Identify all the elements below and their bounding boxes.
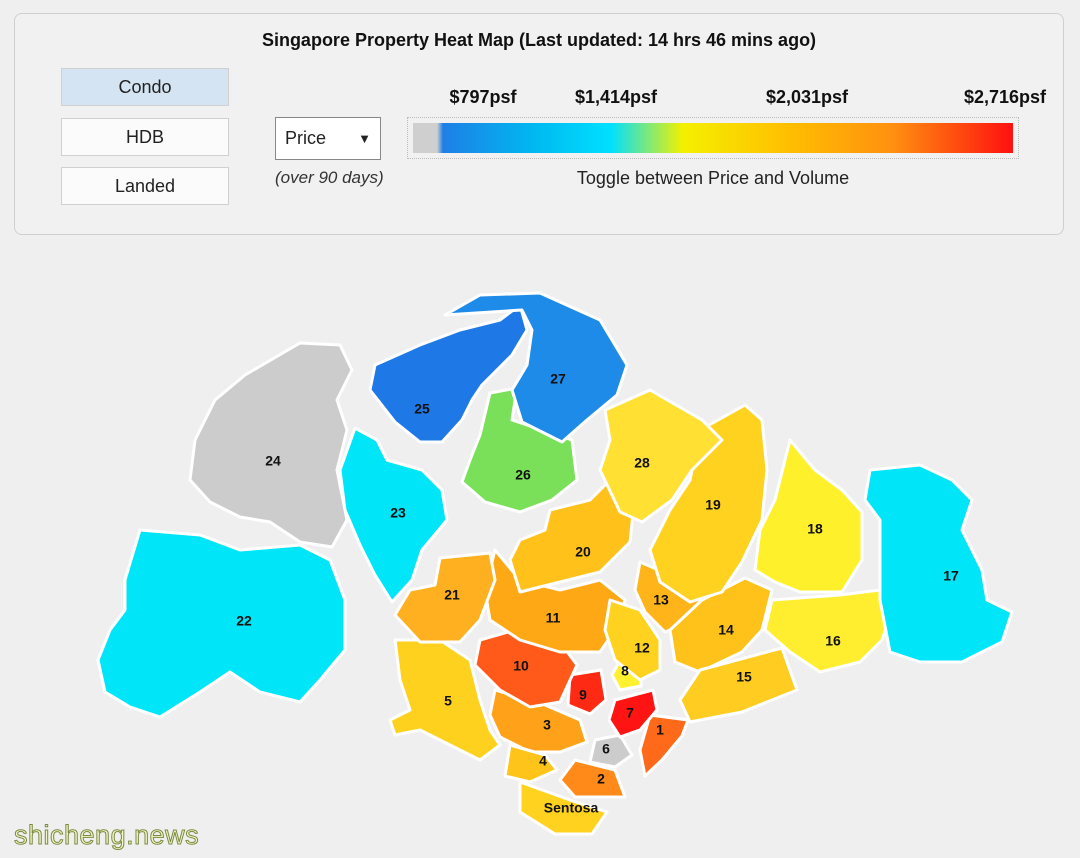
district-label: 13 (653, 592, 669, 608)
district-label: 7 (626, 705, 634, 721)
district-shape[interactable] (638, 713, 690, 778)
district-label: 11 (546, 610, 561, 626)
district-shape[interactable] (753, 438, 864, 594)
legend-caption: Toggle between Price and Volume (576, 168, 850, 188)
landed-button[interactable]: Landed (61, 167, 229, 205)
district-shape[interactable] (96, 528, 347, 719)
district-shape[interactable] (393, 551, 497, 644)
district-shape[interactable] (678, 646, 799, 724)
district-shape[interactable] (668, 576, 774, 674)
district-label: 24 (265, 453, 281, 469)
legend-label: $1,414psf (574, 87, 658, 107)
district-label: 2 (597, 771, 605, 787)
district-shape[interactable] (188, 341, 354, 549)
district-label: 5 (444, 693, 452, 709)
select-note: (over 90 days) (275, 168, 384, 187)
district-label: 21 (444, 587, 460, 603)
district-shape[interactable] (603, 598, 662, 682)
control-panel: Singapore Property Heat Map (Last update… (14, 13, 1064, 235)
district-shape[interactable] (488, 688, 589, 754)
district-shape[interactable] (518, 780, 609, 836)
district-label: Sentosa (544, 800, 599, 816)
district-label: 14 (718, 622, 734, 638)
district-shape[interactable] (503, 743, 559, 784)
condo-button[interactable]: Condo (61, 68, 229, 106)
watermark: shicheng.news (13, 820, 200, 851)
district-shape[interactable] (763, 588, 894, 674)
district-shape[interactable] (443, 291, 629, 444)
district-shape[interactable] (588, 733, 634, 769)
district-label: 9 (579, 687, 587, 703)
metric-select[interactable]: Price ▼ (275, 117, 381, 160)
legend-label: $797psf (449, 87, 517, 107)
district-label: 15 (736, 669, 752, 685)
legend-label: $2,716psf (963, 87, 1047, 107)
district-shape[interactable] (607, 688, 659, 739)
district-shape[interactable] (598, 388, 724, 524)
district-label: 10 (513, 658, 529, 674)
legend-bar[interactable] (407, 117, 1019, 159)
district-label: 16 (825, 633, 841, 649)
select-arrow: ▼ (358, 131, 371, 146)
legend-label: $2,031psf (765, 87, 849, 107)
legend-gradient (413, 123, 1013, 153)
district-shape[interactable] (863, 463, 1014, 664)
district-label: 26 (515, 467, 531, 483)
select-value: Price (285, 128, 327, 148)
district-label: 19 (705, 497, 721, 513)
district-label: 20 (575, 544, 591, 560)
district-shape[interactable] (460, 386, 579, 514)
district-label: 8 (621, 663, 629, 679)
district-shape[interactable] (566, 668, 608, 716)
district-label: 6 (602, 741, 610, 757)
district-label: 22 (236, 613, 252, 629)
district-shape[interactable] (388, 638, 502, 762)
district-label: 23 (390, 505, 406, 521)
district-label: 18 (807, 521, 823, 537)
district-label: 12 (634, 640, 650, 656)
district-label: 3 (543, 717, 551, 733)
district-shape[interactable] (648, 403, 769, 604)
hdb-button[interactable]: HDB (61, 118, 229, 156)
district-label: 1 (656, 722, 664, 738)
district-shape[interactable] (558, 758, 627, 799)
district-label: 27 (550, 371, 566, 387)
district-label: 4 (539, 753, 547, 769)
district-shape[interactable] (368, 303, 529, 444)
district-label: 28 (634, 455, 650, 471)
district-label: 25 (414, 401, 430, 417)
district-label: 17 (943, 568, 959, 584)
title: Singapore Property Heat Map (Last update… (261, 30, 817, 50)
